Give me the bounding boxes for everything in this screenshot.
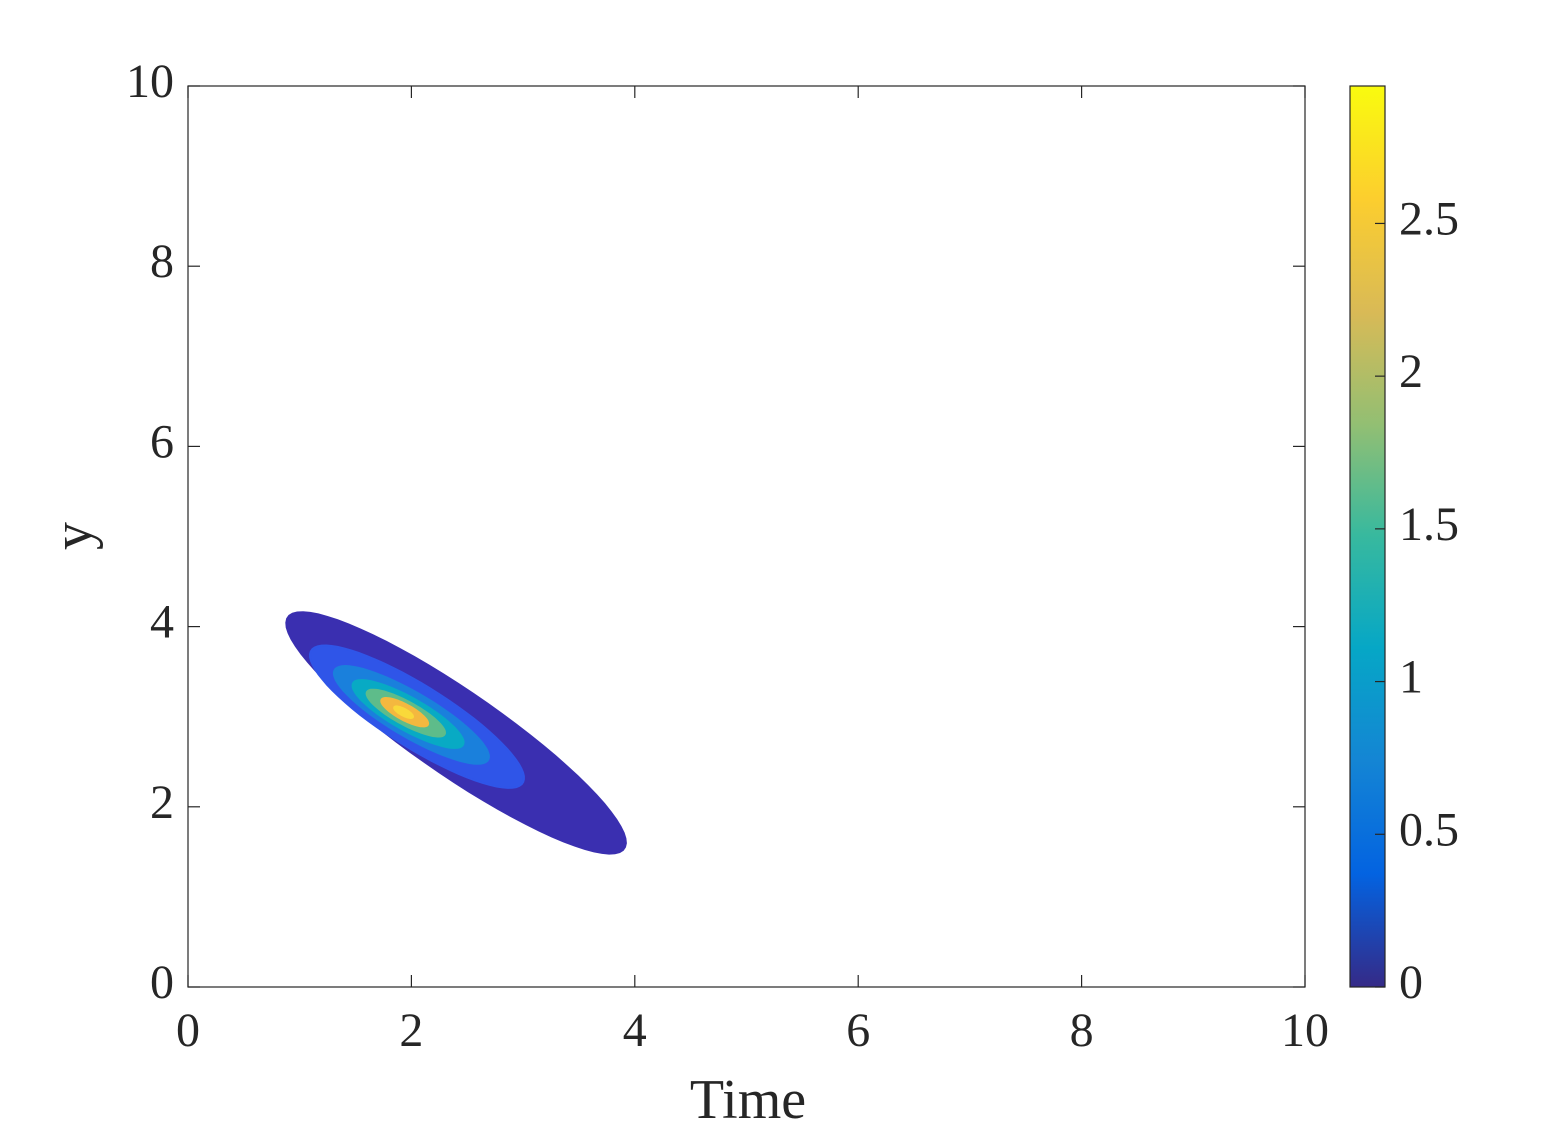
x-axis-label: Time (690, 1069, 806, 1131)
colorbar-tick-label: 0.5 (1399, 803, 1459, 856)
y-tick-label: 6 (150, 415, 174, 468)
x-tick-label: 0 (176, 1004, 200, 1057)
colorbar-tick-label: 1 (1399, 651, 1423, 704)
colorbar (1349, 85, 1386, 988)
colorbar-tick-label: 2 (1399, 345, 1423, 398)
y-tick-label: 8 (150, 235, 174, 288)
y-tick-label: 10 (126, 55, 174, 108)
contour-region (393, 705, 414, 719)
x-tick-label: 2 (399, 1004, 423, 1057)
plot-frame (187, 85, 1306, 988)
x-tick-label: 4 (623, 1004, 647, 1057)
x-tick-label: 8 (1070, 1004, 1094, 1057)
colorbar-tick-label: 0 (1399, 956, 1423, 1009)
y-tick-label: 0 (150, 956, 174, 1009)
colorbar-tick-label: 2.5 (1399, 192, 1459, 245)
x-tick-label: 10 (1281, 1004, 1329, 1057)
x-tick-label: 6 (846, 1004, 870, 1057)
y-tick-label: 2 (150, 776, 174, 829)
y-tick-label: 4 (150, 596, 174, 649)
y-axis-label: y (42, 522, 104, 550)
colorbar-tick-label: 1.5 (1399, 498, 1459, 551)
